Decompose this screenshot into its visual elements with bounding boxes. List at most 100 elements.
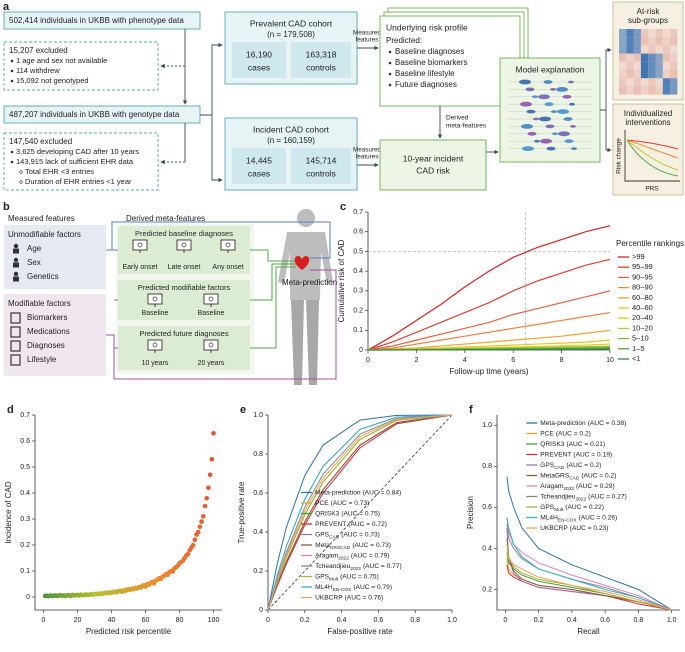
label: 3,625 developing CAD after 10 years — [16, 147, 139, 156]
legend-auc: (AUC = 0.19) — [573, 451, 612, 458]
label: 10-year incident — [403, 153, 464, 163]
label: 487,207 individuals in UKBB with genotyp… — [9, 110, 180, 119]
y-tick-label: 0.2 — [253, 568, 263, 575]
line — [506, 517, 672, 611]
heatmap-cell — [626, 53, 634, 62]
box — [3, 132, 159, 191]
heatmap-cell — [655, 37, 663, 46]
legend-name: 40–60 — [632, 303, 653, 312]
label: Baseline biomarkers — [395, 58, 467, 67]
y-tick-label: 0 — [259, 607, 263, 614]
x-axis-label: Predicted risk percentile — [86, 627, 172, 636]
x-tick-label: 60 — [142, 617, 150, 624]
legend-auc: (AUC = 0.73) — [341, 531, 380, 538]
cell — [232, 148, 286, 184]
x-tick-label: 4 — [463, 357, 467, 364]
heatmap-cell — [662, 61, 671, 70]
x-tick-label: 0.8 — [410, 617, 420, 624]
legend-label: UKBCRP (AUC = 0.76) — [315, 594, 383, 601]
legend-name: 95–99 — [632, 262, 653, 271]
legend-name: Meta-prediction — [540, 420, 586, 427]
line — [267, 414, 453, 611]
violin — [521, 124, 533, 129]
heatmap-cell — [648, 86, 656, 95]
heatmap-cell — [670, 70, 678, 79]
x-tick-label: 10 — [606, 357, 614, 364]
x-tick-label: 6 — [511, 357, 515, 364]
legend-label: MetaGRSCAD (AUC = 0.73) — [315, 542, 391, 551]
x-axis-label: Recall — [577, 627, 599, 636]
x-tick-label: 0.2 — [534, 617, 544, 624]
icon — [225, 242, 231, 248]
x-tick-label: 0 — [503, 617, 507, 624]
label: Risk change — [616, 138, 623, 174]
legend-auc: (AUC = 0.23) — [570, 525, 609, 532]
heatmap-cell — [670, 37, 678, 46]
y-tick-label: 0.3 — [20, 516, 30, 523]
legend-label: Meta-prediction (AUC = 0.38) — [540, 420, 626, 427]
legend-name: Meta-prediction — [315, 489, 361, 496]
heatmap-cell — [640, 29, 649, 38]
violin — [569, 102, 575, 106]
heatmap-cell — [648, 37, 656, 46]
legend-name: Tcheandjieu — [540, 493, 576, 500]
heatmap-cell — [670, 78, 678, 87]
x-tick-label: 100 — [208, 617, 220, 624]
legend-name: PREVENT — [315, 521, 346, 528]
x-tick-label: 0 — [366, 357, 370, 364]
heatmap-cell — [640, 53, 649, 62]
panel-label: a — [3, 1, 10, 13]
y-tick-label: 0 — [26, 594, 30, 601]
connector — [211, 115, 223, 183]
legend-subscript: 2022 — [563, 486, 574, 492]
label: Measured — [353, 30, 381, 37]
heatmap-cell — [626, 45, 634, 54]
y-tick-label: 1.0 — [482, 422, 492, 429]
legend-label: PREVENT (AUC = 0.19) — [540, 451, 612, 458]
legend-auc: (AUC = 0.77) — [363, 563, 402, 570]
legend-name: QRISK3 — [540, 441, 565, 448]
panel-label: d — [7, 404, 14, 416]
icon — [13, 248, 19, 254]
bullet — [388, 61, 392, 65]
legend-label: <1 — [632, 354, 641, 363]
icon — [208, 342, 214, 348]
heatmap-cell — [662, 53, 671, 62]
x-tick-label: 20 — [74, 617, 82, 624]
label: Model explanation — [516, 64, 585, 74]
legend-label: 60–80 — [632, 293, 653, 302]
box — [3, 11, 201, 30]
x-axis-label: Follow-up time (years) — [449, 367, 528, 376]
icon — [13, 243, 19, 249]
panel-label: b — [3, 201, 10, 213]
bullet — [19, 170, 23, 174]
legend-name: Aragam — [315, 552, 339, 559]
line — [367, 258, 611, 351]
line — [267, 414, 453, 611]
violin — [564, 139, 574, 144]
label: Early onset — [122, 264, 157, 271]
heatmap-cell — [640, 70, 649, 79]
cell — [291, 148, 351, 184]
heatmap-cell — [619, 53, 627, 62]
connector — [250, 249, 296, 262]
heatmap-cell — [633, 61, 641, 70]
point — [185, 551, 191, 557]
connector — [200, 42, 223, 116]
legend-title: Percentile rankings — [616, 239, 684, 248]
legend-label: PCE (AUC = 0.2) — [540, 430, 591, 437]
violin — [534, 139, 540, 143]
x-tick-label: 1.0 — [447, 617, 457, 624]
label: controls — [306, 62, 336, 72]
person — [297, 209, 315, 227]
heatmap-cell — [626, 37, 634, 46]
axis — [367, 212, 610, 351]
legend-label: ML4HEN-COX (AUC = 0.79) — [315, 584, 392, 593]
violin — [571, 147, 577, 151]
icon — [13, 257, 19, 263]
label: 16,190 — [246, 49, 272, 59]
legend-auc: (AUC = 0.75) — [340, 573, 379, 580]
connector — [600, 47, 612, 111]
heatmap-cell — [670, 29, 678, 38]
violin — [550, 88, 556, 91]
